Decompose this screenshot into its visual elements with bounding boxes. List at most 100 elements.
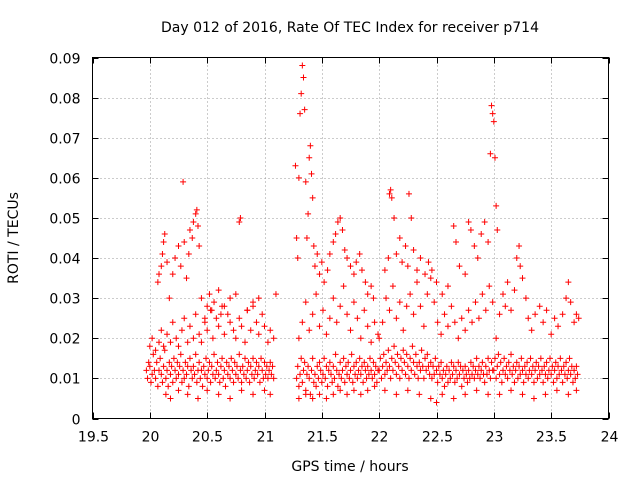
y-tick-label: 0 bbox=[72, 413, 81, 429]
data-point bbox=[204, 303, 211, 310]
data-point bbox=[158, 371, 165, 378]
data-point bbox=[472, 367, 479, 374]
data-point bbox=[442, 371, 449, 378]
data-point bbox=[233, 363, 240, 370]
data-point bbox=[322, 375, 329, 382]
data-point bbox=[462, 271, 469, 278]
data-point bbox=[167, 339, 174, 346]
data-point bbox=[236, 315, 243, 322]
data-point bbox=[481, 218, 488, 225]
data-point bbox=[213, 315, 220, 322]
data-point bbox=[482, 307, 489, 314]
data-point bbox=[565, 279, 572, 286]
data-point bbox=[236, 351, 243, 358]
data-point bbox=[225, 363, 232, 370]
data-point bbox=[408, 367, 415, 374]
data-point bbox=[487, 150, 494, 157]
data-point bbox=[418, 347, 425, 354]
data-point bbox=[318, 259, 325, 266]
data-point bbox=[540, 319, 547, 326]
data-point bbox=[464, 379, 471, 386]
data-point bbox=[350, 299, 357, 306]
data-point bbox=[261, 323, 268, 330]
data-point bbox=[472, 299, 479, 306]
x-tick-label: 20 bbox=[142, 430, 160, 446]
data-point bbox=[459, 367, 466, 374]
data-point bbox=[295, 174, 302, 181]
data-point bbox=[345, 359, 352, 366]
data-point bbox=[344, 391, 351, 398]
data-point bbox=[370, 359, 377, 366]
data-point bbox=[414, 267, 421, 274]
data-point bbox=[412, 351, 419, 358]
data-point bbox=[494, 363, 501, 370]
data-point bbox=[264, 375, 271, 382]
data-point bbox=[504, 375, 511, 382]
data-point bbox=[153, 359, 160, 366]
data-point bbox=[175, 371, 182, 378]
data-point bbox=[305, 363, 312, 370]
data-point bbox=[332, 230, 339, 237]
data-point bbox=[425, 259, 432, 266]
data-point bbox=[341, 379, 348, 386]
data-point bbox=[180, 367, 187, 374]
data-point bbox=[462, 327, 469, 334]
data-point bbox=[269, 363, 276, 370]
data-point bbox=[326, 359, 333, 366]
data-point bbox=[415, 375, 422, 382]
data-point bbox=[321, 355, 328, 362]
y-tick-label: 0.02 bbox=[49, 332, 80, 348]
data-point bbox=[440, 367, 447, 374]
data-point bbox=[204, 375, 211, 382]
data-point bbox=[337, 359, 344, 366]
data-point bbox=[533, 359, 540, 366]
plot-frame bbox=[92, 57, 609, 419]
data-point bbox=[540, 379, 547, 386]
data-point bbox=[305, 210, 312, 217]
data-point bbox=[191, 371, 198, 378]
data-point bbox=[309, 311, 316, 318]
data-point bbox=[448, 359, 455, 366]
data-point bbox=[169, 319, 176, 326]
data-point bbox=[388, 355, 395, 362]
data-point bbox=[268, 371, 275, 378]
data-point bbox=[149, 335, 156, 342]
y-tick-label: 0.01 bbox=[49, 372, 80, 388]
data-point bbox=[563, 295, 570, 302]
data-point bbox=[366, 355, 373, 362]
data-point bbox=[229, 367, 236, 374]
data-point bbox=[547, 355, 554, 362]
data-point bbox=[368, 367, 375, 374]
data-point bbox=[541, 363, 548, 370]
data-point bbox=[231, 359, 238, 366]
data-point bbox=[465, 367, 472, 374]
data-point bbox=[184, 363, 191, 370]
data-point bbox=[323, 331, 330, 338]
data-point bbox=[300, 74, 307, 81]
data-point bbox=[400, 347, 407, 354]
data-point bbox=[384, 367, 391, 374]
data-point bbox=[444, 323, 451, 330]
data-point bbox=[324, 267, 331, 274]
data-point bbox=[362, 367, 369, 374]
data-point bbox=[266, 367, 273, 374]
data-point bbox=[333, 367, 340, 374]
data-point bbox=[184, 391, 191, 398]
data-point bbox=[444, 379, 451, 386]
data-point bbox=[396, 235, 403, 241]
data-point bbox=[364, 387, 371, 394]
data-point bbox=[389, 367, 396, 374]
data-point bbox=[386, 190, 393, 197]
data-point bbox=[352, 371, 359, 378]
data-point bbox=[267, 359, 274, 366]
data-point bbox=[428, 267, 435, 274]
data-point bbox=[308, 367, 315, 374]
data-point bbox=[404, 263, 411, 270]
data-point bbox=[178, 379, 185, 386]
data-point bbox=[522, 371, 529, 378]
data-point bbox=[221, 303, 228, 310]
data-point bbox=[389, 283, 396, 290]
data-point bbox=[311, 263, 318, 270]
data-point bbox=[474, 371, 481, 378]
